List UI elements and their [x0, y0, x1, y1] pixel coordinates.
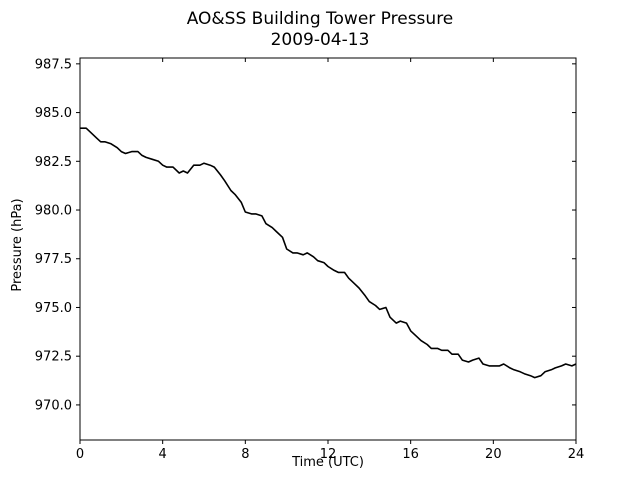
chart-title: AO&SS Building Tower Pressure — [187, 9, 454, 29]
x-axis-ticks: 0 4 8 12 16 20 24 — [76, 58, 584, 462]
y-tick-label: 977.5 — [35, 252, 72, 267]
y-tick-label: 987.5 — [35, 57, 72, 72]
x-tick-label: 20 — [485, 447, 502, 462]
plot-frame — [79, 57, 577, 441]
y-tick-label: 970.0 — [35, 398, 72, 413]
x-tick-label: 8 — [241, 447, 249, 462]
y-tick-label: 972.5 — [35, 350, 72, 365]
chart-subtitle: 2009-04-13 — [271, 30, 370, 50]
y-tick-label: 985.0 — [35, 106, 72, 121]
x-tick-label: 0 — [76, 447, 84, 462]
x-tick-label: 16 — [402, 447, 419, 462]
plot-area — [79, 57, 577, 441]
y-tick-label: 975.0 — [35, 301, 72, 316]
y-axis-label: Pressure (hPa) — [10, 198, 25, 291]
y-tick-label: 980.0 — [35, 204, 72, 219]
x-axis-label: Time (UTC) — [291, 455, 364, 470]
x-tick-label: 24 — [568, 447, 585, 462]
series-line-0 — [80, 127, 577, 379]
y-axis-ticks: 970.0 972.5 975.0 977.5 980.0 982.5 985.0 987.5 — [35, 57, 576, 413]
x-tick-label: 4 — [159, 447, 167, 462]
y-tick-label: 982.5 — [35, 155, 72, 170]
x-tick-label: 12 — [320, 447, 337, 462]
